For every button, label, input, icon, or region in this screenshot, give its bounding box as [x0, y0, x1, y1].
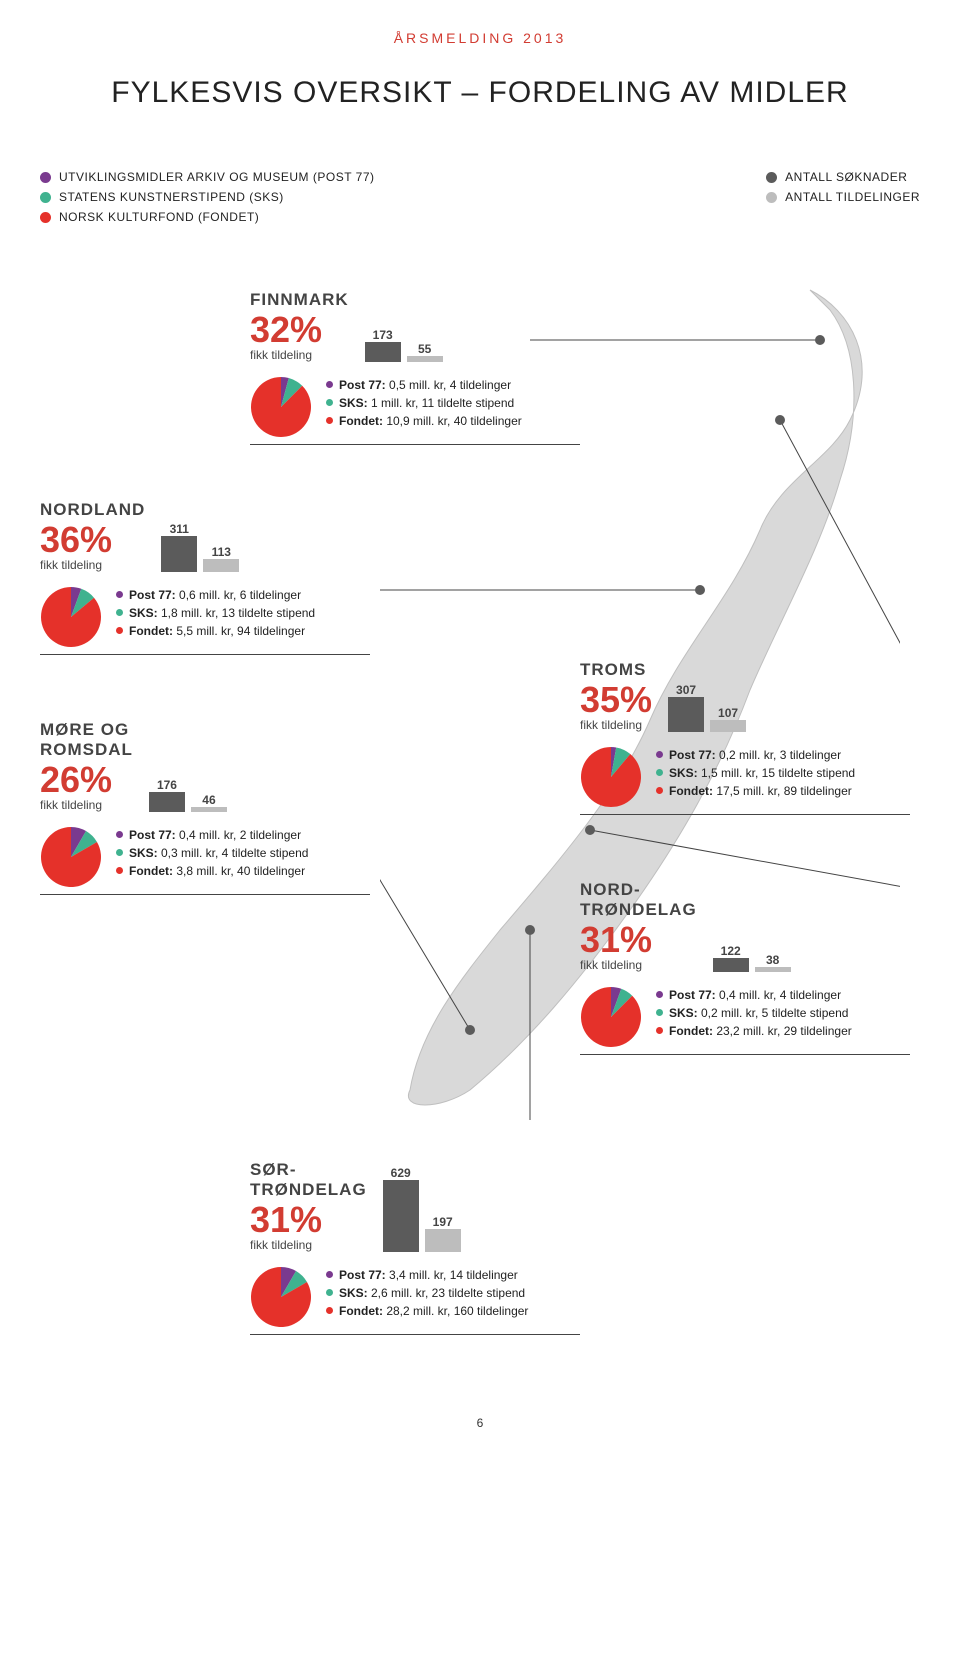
- county-pie-legend: Post 77: 0,2 mill. kr, 3 tildelingerSKS:…: [656, 746, 855, 800]
- county-percent: 32%: [250, 312, 349, 348]
- grants-label: 113: [212, 545, 231, 559]
- county-finnmark: FINNMARK 32% fikk tildeling 173 55 Post …: [250, 290, 580, 445]
- applications-label: 176: [157, 778, 177, 792]
- county-percent: 31%: [250, 1202, 367, 1238]
- county-name: TROMS: [580, 660, 652, 680]
- applications-bar: [668, 697, 704, 732]
- main-title: FYLKESVIS OVERSIKT – FORDELING AV MIDLER: [40, 76, 920, 110]
- county-pie-legend: Post 77: 0,6 mill. kr, 6 tildelingerSKS:…: [116, 586, 315, 640]
- county-rule: [250, 1334, 580, 1335]
- county-bars: 122 38: [713, 902, 791, 972]
- county-pie-legend: Post 77: 3,4 mill. kr, 14 tildelingerSKS…: [326, 1266, 528, 1320]
- county-troms: TROMS 35% fikk tildeling 307 107 Post 77…: [580, 660, 910, 815]
- county-bars: 307 107: [668, 662, 746, 732]
- applications-label: 307: [676, 683, 696, 697]
- applications-label: 311: [170, 522, 189, 536]
- county-name: SØR-TRØNDELAG: [250, 1160, 367, 1200]
- grants-bar: [203, 559, 239, 572]
- fikk-label: fikk tildeling: [580, 958, 697, 972]
- county-sortr: SØR-TRØNDELAG 31% fikk tildeling 629 197…: [250, 1160, 580, 1335]
- legend-right: ANTALL SØKNADER ANTALL TILDELINGER: [766, 170, 920, 230]
- applications-bar: [149, 792, 185, 812]
- county-rule: [580, 814, 910, 815]
- grants-bar: [710, 720, 746, 732]
- legend-dot: [766, 172, 777, 183]
- legend-item: NORSK KULTURFOND (FONDET): [40, 210, 375, 224]
- applications-label: 122: [721, 944, 741, 958]
- grants-label: 46: [202, 793, 215, 807]
- page-number: 6: [40, 1416, 920, 1430]
- county-rule: [40, 654, 370, 655]
- county-rule: [580, 1054, 910, 1055]
- county-pie: [250, 376, 312, 438]
- legend-label: ANTALL TILDELINGER: [785, 190, 920, 204]
- legend-label: ANTALL SØKNADER: [785, 170, 907, 184]
- grants-label: 107: [718, 706, 738, 720]
- legend-item: ANTALL TILDELINGER: [766, 190, 920, 204]
- county-name: NORDLAND: [40, 500, 145, 520]
- county-rule: [40, 894, 370, 895]
- county-name: NORD-TRØNDELAG: [580, 880, 697, 920]
- legend-left: UTVIKLINGSMIDLER ARKIV OG MUSEUM (POST 7…: [40, 170, 375, 230]
- applications-label: 629: [391, 1166, 411, 1180]
- doc-header: ÅRSMELDING 2013: [40, 30, 920, 46]
- grants-label: 55: [418, 342, 431, 356]
- county-pie-legend: Post 77: 0,4 mill. kr, 4 tildelingerSKS:…: [656, 986, 852, 1040]
- legend-dot: [40, 192, 51, 203]
- county-bars: 311 113: [161, 502, 239, 572]
- legend-label: STATENS KUNSTNERSTIPEND (SKS): [59, 190, 284, 204]
- fikk-label: fikk tildeling: [250, 1238, 367, 1252]
- legend-dot: [40, 212, 51, 223]
- legend-item: UTVIKLINGSMIDLER ARKIV OG MUSEUM (POST 7…: [40, 170, 375, 184]
- county-pie: [580, 746, 642, 808]
- grants-label: 38: [766, 953, 779, 967]
- county-percent: 35%: [580, 682, 652, 718]
- county-name: FINNMARK: [250, 290, 349, 310]
- county-pie: [250, 1266, 312, 1328]
- fikk-label: fikk tildeling: [250, 348, 349, 362]
- county-rule: [250, 444, 580, 445]
- applications-bar: [383, 1180, 419, 1252]
- county-bars: 176 46: [149, 742, 227, 812]
- county-nordtr: NORD-TRØNDELAG 31% fikk tildeling 122 38…: [580, 880, 910, 1055]
- county-pie: [580, 986, 642, 1048]
- applications-bar: [713, 958, 749, 972]
- county-pie-legend: Post 77: 0,4 mill. kr, 2 tildelingerSKS:…: [116, 826, 308, 880]
- county-pie: [40, 826, 102, 888]
- top-legend: UTVIKLINGSMIDLER ARKIV OG MUSEUM (POST 7…: [40, 170, 920, 230]
- county-pie: [40, 586, 102, 648]
- legend-label: UTVIKLINGSMIDLER ARKIV OG MUSEUM (POST 7…: [59, 170, 375, 184]
- county-bars: 173 55: [365, 292, 443, 362]
- grants-bar: [191, 807, 227, 812]
- county-name: MØRE OGROMSDAL: [40, 720, 133, 760]
- county-bars: 629 197: [383, 1182, 461, 1252]
- county-percent: 31%: [580, 922, 697, 958]
- grants-bar: [755, 967, 791, 972]
- fikk-label: fikk tildeling: [580, 718, 652, 732]
- county-percent: 36%: [40, 522, 145, 558]
- legend-item: STATENS KUNSTNERSTIPEND (SKS): [40, 190, 375, 204]
- grants-label: 197: [433, 1215, 453, 1229]
- legend-label: NORSK KULTURFOND (FONDET): [59, 210, 259, 224]
- grants-bar: [425, 1229, 461, 1252]
- applications-label: 173: [373, 328, 393, 342]
- applications-bar: [365, 342, 401, 362]
- county-more: MØRE OGROMSDAL 26% fikk tildeling 176 46…: [40, 720, 370, 895]
- content-area: FINNMARK 32% fikk tildeling 173 55 Post …: [40, 290, 920, 1390]
- county-pie-legend: Post 77: 0,5 mill. kr, 4 tildelingerSKS:…: [326, 376, 522, 430]
- legend-item: ANTALL SØKNADER: [766, 170, 920, 184]
- legend-dot: [766, 192, 777, 203]
- county-percent: 26%: [40, 762, 133, 798]
- grants-bar: [407, 356, 443, 362]
- fikk-label: fikk tildeling: [40, 558, 145, 572]
- legend-dot: [40, 172, 51, 183]
- county-nordland: NORDLAND 36% fikk tildeling 311 113 Post…: [40, 500, 370, 655]
- fikk-label: fikk tildeling: [40, 798, 133, 812]
- applications-bar: [161, 536, 197, 572]
